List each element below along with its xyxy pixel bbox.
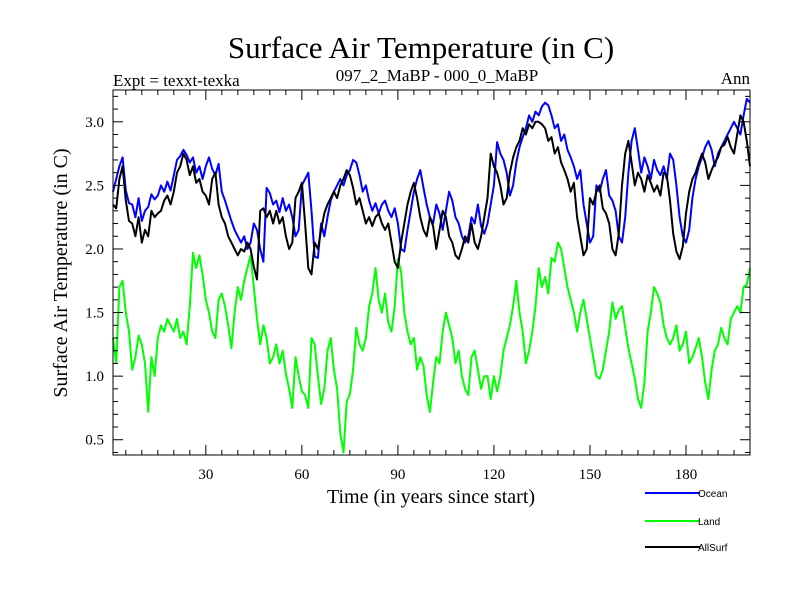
plot-frame (112, 89, 751, 456)
x-axis-label: Time (in years since start) (327, 486, 535, 508)
axes: 30 60 90 120 150 180 0.5 1.0 1.5 2.0 2.5 3.0 (85, 89, 751, 483)
y-tick-label: 3.0 (85, 115, 104, 131)
y-tick-label: 2.0 (85, 242, 104, 258)
x-tick-label: 60 (294, 467, 309, 483)
chart-title: Surface Air Temperature (in C) (228, 30, 614, 65)
legend-label-allsurf: AllSurf (698, 543, 728, 554)
y-tick-label: 0.5 (85, 433, 104, 449)
y-tick-label: 2.5 (85, 178, 104, 194)
series-line-ocean (112, 97, 751, 263)
series-line-land (112, 241, 751, 454)
x-tick-label: 30 (198, 467, 213, 483)
subtitle-center: 097_2_MaBP - 000_0_MaBP (336, 66, 538, 85)
series-group (112, 97, 751, 454)
y-tick-label: 1.0 (85, 369, 104, 385)
x-tick-label: 150 (579, 467, 602, 483)
x-tick-label: 180 (675, 467, 698, 483)
legend-label-ocean: Ocean (698, 489, 727, 500)
x-tick-label: 120 (483, 467, 506, 483)
subtitle-right: Ann (721, 69, 751, 88)
legend-label-land: Land (698, 517, 720, 528)
subtitle-left: Expt = texxt-texka (113, 71, 240, 90)
x-tick-label: 90 (390, 467, 405, 483)
series-line-allsurf (112, 114, 751, 281)
legend: Ocean Land AllSurf (645, 489, 728, 554)
y-axis-label: Surface Air Temperature (in C) (50, 148, 72, 397)
y-tick-label: 1.5 (85, 306, 104, 322)
